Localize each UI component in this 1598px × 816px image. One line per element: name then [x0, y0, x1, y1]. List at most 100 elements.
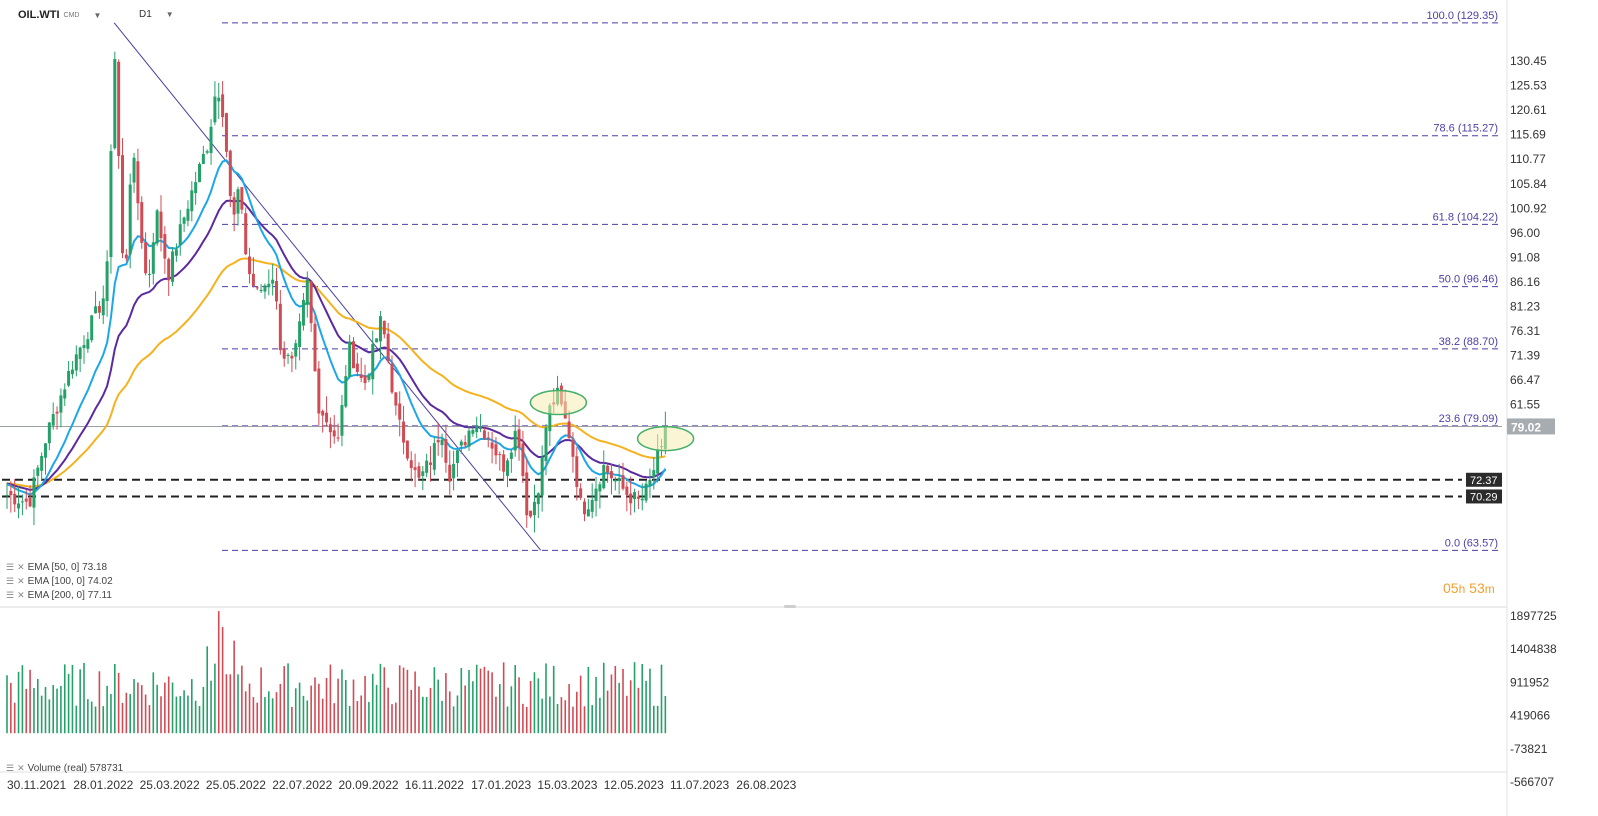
fibonacci-level-label: 0.0 (63.57) — [1445, 537, 1498, 549]
symbol-selector[interactable]: OIL.WTI CMD ▼ — [18, 9, 101, 21]
close-icon[interactable]: ✕ — [17, 562, 25, 572]
candle — [640, 483, 644, 511]
candle-body — [190, 190, 194, 212]
fibonacci-level-label: 38.2 (88.70) — [1439, 336, 1498, 348]
candle — [63, 383, 67, 406]
candle-body — [167, 259, 171, 281]
candle-body — [340, 405, 344, 436]
candle — [171, 247, 175, 287]
candle-body — [413, 467, 417, 471]
candle — [355, 352, 359, 377]
indicator-ema50[interactable]: ☰ ✕ EMA [50, 0] 73.18 — [6, 562, 107, 573]
candle-body — [590, 500, 594, 512]
candle — [328, 417, 332, 449]
candle — [367, 372, 371, 383]
settings-icon[interactable]: ☰ — [6, 576, 15, 586]
candle-body — [109, 151, 113, 258]
indicator-ema200[interactable]: ☰ ✕ EMA [200, 0] 77.11 — [6, 590, 112, 601]
candle-body — [113, 58, 117, 149]
price-tick-label: 86.16 — [1510, 275, 1540, 289]
candle — [17, 486, 21, 519]
candle — [498, 451, 502, 471]
candle — [521, 430, 525, 484]
candle — [440, 433, 444, 458]
candle-body — [432, 443, 436, 470]
candle — [567, 410, 571, 441]
price-tick-label: 130.45 — [1510, 54, 1547, 68]
candle-body — [217, 97, 221, 102]
close-icon[interactable]: ✕ — [17, 576, 25, 586]
date-tick-label: 16.11.2022 — [405, 778, 464, 792]
timeframe-selector[interactable]: D1 ▼ — [139, 9, 174, 20]
price-tick-label: 105.84 — [1510, 177, 1547, 191]
candle — [105, 250, 109, 317]
candle — [348, 334, 352, 379]
candle — [409, 451, 413, 482]
candle — [629, 476, 633, 516]
ema50-line — [6, 159, 667, 496]
pane-resize-handle[interactable] — [784, 605, 796, 608]
volume-tick-label: 1404838 — [1510, 642, 1557, 656]
indicator-volume[interactable]: ☰ ✕ Volume (real) 578731 — [6, 763, 123, 774]
candle — [163, 226, 167, 274]
candle-body — [459, 441, 463, 446]
candle-body — [394, 392, 398, 406]
candle-body — [144, 242, 148, 274]
candle-body — [221, 94, 225, 118]
candle — [221, 81, 225, 128]
candle-body — [532, 501, 536, 516]
candle — [70, 360, 74, 379]
candle-body — [467, 430, 471, 447]
candle-body — [298, 321, 302, 348]
candle-body — [648, 479, 652, 486]
candle-body — [375, 338, 379, 343]
candle-body — [305, 279, 309, 305]
settings-icon[interactable]: ☰ — [6, 590, 15, 600]
candle — [421, 466, 425, 491]
candle-body — [224, 113, 228, 152]
settings-icon[interactable]: ☰ — [6, 763, 15, 773]
candle — [151, 232, 155, 285]
fibonacci-level-label: 78.6 (115.27) — [1433, 123, 1498, 135]
candle — [244, 207, 248, 256]
candle — [113, 51, 117, 150]
close-icon[interactable]: ✕ — [17, 590, 25, 600]
timeframe-dropdown-icon[interactable]: ▼ — [165, 10, 174, 19]
candle — [467, 426, 471, 451]
candle — [213, 81, 217, 126]
candle — [525, 459, 529, 528]
close-icon[interactable]: ✕ — [17, 763, 25, 773]
highlight-ellipse — [636, 425, 695, 452]
candle-body — [63, 389, 67, 399]
date-tick-label: 11.07.2023 — [670, 778, 729, 792]
candle — [228, 149, 232, 208]
candle-body — [652, 470, 656, 478]
candle-body — [282, 349, 286, 359]
candle — [633, 488, 637, 513]
date-tick-label: 28.01.2022 — [73, 778, 133, 792]
candle-body — [121, 155, 124, 254]
candle-body — [448, 464, 452, 482]
candle-body — [174, 249, 178, 256]
candle-body — [355, 363, 359, 372]
candle — [232, 191, 236, 232]
support-label: 72.37 — [1470, 475, 1498, 487]
candle-body — [367, 374, 371, 380]
settings-icon[interactable]: ☰ — [6, 562, 15, 572]
indicator-ema100[interactable]: ☰ ✕ EMA [100, 0] 74.02 — [6, 576, 113, 587]
candle-body — [78, 347, 82, 359]
candle-body — [86, 339, 90, 349]
candle — [402, 405, 406, 455]
volume-tick-label: 911952 — [1510, 675, 1549, 689]
candle — [13, 479, 17, 513]
candle — [363, 364, 367, 391]
candle — [394, 391, 398, 416]
candle — [5, 482, 9, 509]
symbol-dropdown-icon[interactable]: ▼ — [93, 10, 102, 20]
candle — [529, 510, 533, 519]
candle-body — [544, 427, 548, 462]
candle — [51, 402, 55, 430]
candle-body — [94, 306, 98, 314]
candle — [378, 310, 382, 360]
